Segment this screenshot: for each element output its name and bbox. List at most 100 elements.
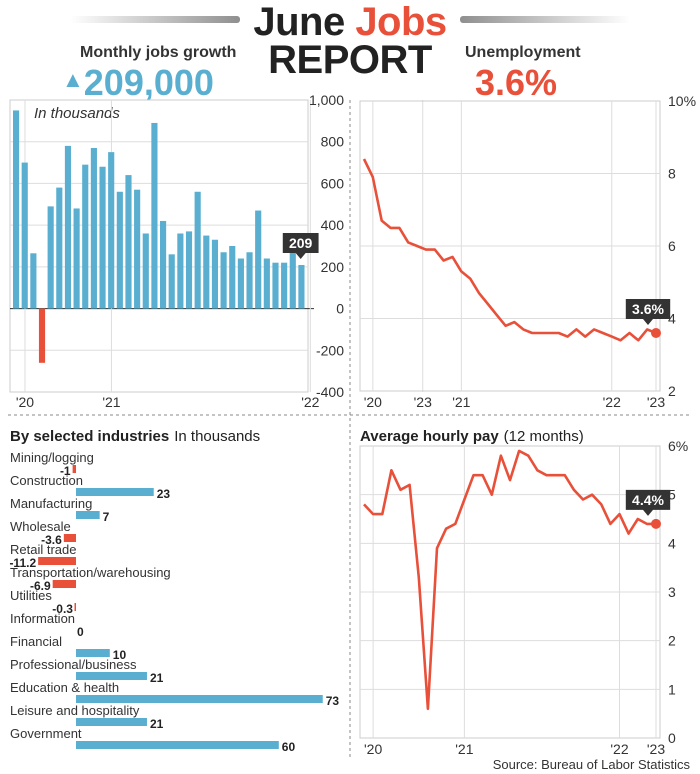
jobs-bar [82, 164, 89, 309]
jobs-xtick-label: '20 [16, 394, 34, 410]
jobs-chart-unit-label: In thousands [34, 105, 120, 122]
hourly-pay-endpoint [651, 518, 661, 529]
jobs-growth-number: 209,000 [83, 62, 214, 103]
hourly-pay-subtitle: (12 months) [504, 428, 584, 445]
industry-value-label: 23 [157, 487, 171, 501]
jobs-bar [289, 243, 296, 309]
hourly-pay-chart: Average hourly pay (12 months) 6% 5 4 3 2 1 0 '… [359, 428, 688, 757]
jobs-bar [229, 246, 236, 309]
jobs-xtick-label: '22 [301, 394, 319, 410]
industry-value-label: -3.6 [41, 533, 62, 547]
jobs-ytick-label: 200 [321, 259, 345, 275]
jobs-bar [255, 210, 262, 309]
hourly-pay-title: Average hourly pay [360, 428, 499, 445]
industries-chart-subtitle: In thousands [174, 428, 260, 445]
industry-value-label: 60 [282, 740, 296, 754]
unemployment-label: Unemployment [465, 44, 581, 61]
jobs-bar [30, 253, 37, 309]
industry-label: Construction [10, 473, 83, 488]
industry-bar [76, 488, 154, 496]
unemployment-series-line [362, 158, 657, 342]
hourly-pay-xtick-label: '22 [610, 741, 628, 757]
jobs-bar [151, 122, 158, 309]
industry-label: Transportation/warehousing [10, 565, 171, 580]
hourly-pay-xtick-label: '21 [455, 741, 473, 757]
industry-label: Information [10, 611, 75, 626]
hourly-pay-ytick-label: 6% [668, 438, 688, 454]
industry-label: Utilities [10, 588, 52, 603]
unemployment-endpoint [651, 328, 661, 338]
jobs-bar [220, 252, 227, 309]
industry-value-label: 0 [77, 625, 84, 639]
jobs-bar [108, 152, 115, 309]
unemployment-ytick-label: 2 [668, 383, 676, 399]
header-rule-right [460, 16, 630, 23]
jobs-ytick-label: 0 [336, 301, 344, 317]
unemployment-ytick-label: 10% [668, 93, 696, 109]
jobs-bar [168, 254, 175, 309]
industry-value-label: -1 [60, 464, 71, 478]
jobs-ytick-label: -400 [316, 384, 344, 400]
jobs-bar [90, 147, 97, 309]
industry-value-label: 7 [103, 510, 110, 524]
industry-value-label: 21 [150, 671, 164, 685]
jobs-ytick-label: 600 [321, 175, 345, 191]
industry-bar [76, 649, 110, 657]
industry-bar [76, 672, 147, 680]
jobs-bar [64, 145, 72, 309]
industry-value-label: -11.2 [9, 556, 36, 570]
industry-bar [76, 695, 323, 703]
jobs-callout-box [282, 232, 319, 259]
unemployment-ytick-label: 8 [668, 166, 676, 182]
unemployment-ytick-label: 4 [668, 311, 676, 327]
jobs-bar [177, 233, 184, 309]
industries-chart-title-group: By selected industries In thousands [10, 428, 260, 445]
hourly-pay-ytick-label: 2 [668, 633, 676, 649]
jobs-bar [56, 187, 63, 309]
jobs-bar [185, 231, 193, 309]
jobs-bar [134, 189, 141, 309]
hourly-pay-ytick-label: 4 [668, 535, 676, 551]
jobs-xtick-label: '23 [414, 394, 432, 410]
jobs-ytick-label: 400 [321, 217, 345, 233]
industry-label: Retail trade [10, 542, 76, 557]
industry-bar [63, 534, 76, 542]
industries-chart: By selected industries In thousands Minin… [9, 428, 339, 754]
unemployment-xtick-label: '23 [647, 394, 665, 410]
jobs-bar [116, 191, 123, 309]
industry-label: Professional/business [10, 657, 137, 672]
hourly-pay-ytick-label: 3 [668, 584, 676, 600]
jobs-bar [203, 235, 210, 309]
jobs-bar [21, 162, 28, 309]
jobs-growth-label: Monthly jobs growth [80, 44, 237, 61]
jobs-bar [298, 264, 305, 309]
jobs-ytick-label: 800 [321, 134, 345, 150]
hourly-pay-callout-box [625, 489, 671, 516]
jobs-chart-frame [9, 99, 309, 393]
industry-label: Leisure and hospitality [10, 703, 140, 718]
jobs-ytick-label: -200 [316, 342, 344, 358]
hourly-pay-ytick-label: 1 [668, 681, 676, 697]
triangle-up-icon: ▲ [62, 67, 84, 92]
industry-bar [52, 580, 76, 588]
jobs-bar [142, 233, 149, 309]
hourly-pay-callout-label: 4.4% [632, 492, 664, 508]
industries-chart-title: By selected industries [10, 428, 169, 445]
jobs-bar [47, 206, 54, 309]
jobs-bar [125, 175, 132, 309]
industry-label: Financial [10, 634, 62, 649]
jobs-bar [272, 262, 279, 309]
jobs-bar [211, 239, 219, 309]
unemployment-value: 3.6% [475, 62, 558, 103]
jobs-bar [237, 258, 244, 309]
unemployment-xtick-label: '22 [603, 394, 621, 410]
hourly-pay-ytick-label: 0 [668, 730, 676, 746]
title-line2: REPORT [268, 38, 432, 82]
jobs-bar [246, 252, 253, 309]
jobs-growth-chart: In thousands 1,0008006004002000-200-400 … [9, 92, 432, 410]
header-rule-left [70, 16, 240, 23]
hourly-pay-title-group: Average hourly pay (12 months) [360, 428, 584, 445]
industry-bar [76, 718, 147, 726]
jobs-bar [281, 262, 288, 309]
industry-bar [38, 557, 76, 565]
